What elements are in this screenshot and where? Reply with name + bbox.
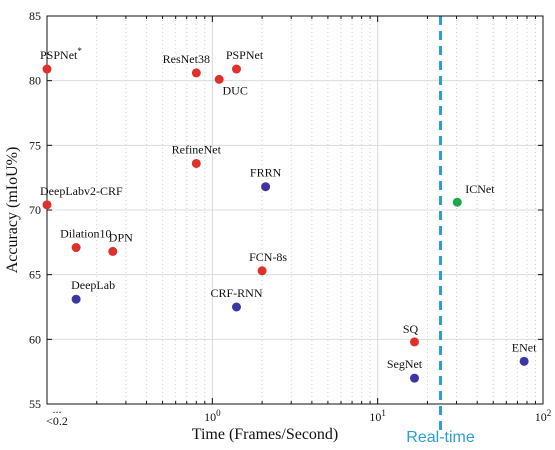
point-label-segnet: SegNet	[387, 357, 423, 371]
point-label-icnet: ICNet	[465, 182, 495, 196]
point-duc	[214, 74, 224, 84]
point-label-sq: SQ	[403, 322, 419, 336]
x-tick-label: 100	[204, 408, 221, 424]
data-points: PSPNet* ResNet38 PSPNet DUC RefineNet FRRN Dee…	[40, 46, 537, 383]
point-label-pspnet: PSPNet	[226, 48, 264, 62]
point-label-pspnet: PSPNet*	[40, 46, 82, 62]
point-crf-rnn	[231, 302, 241, 312]
point-label-deeplab: DeepLab	[71, 278, 115, 292]
point-label-frrn: FRRN	[250, 166, 282, 180]
x-axis-title: Time (Frames/Second)	[192, 426, 339, 443]
x-tick-label-min: <0.2	[46, 414, 68, 428]
point-label-fcn-8s: FCN-8s	[249, 250, 287, 264]
point-deeplab	[71, 294, 81, 304]
x-tick-label: 101	[369, 408, 386, 424]
point-label-enet: ENet	[512, 340, 537, 354]
point-enet	[519, 356, 529, 366]
y-tick-label: 70	[29, 203, 41, 217]
y-axis-title: Accuracy (mIoU%)	[4, 147, 21, 274]
point-frrn	[261, 182, 271, 192]
point-segnet	[409, 373, 419, 383]
point-label-refinenet: RefineNet	[172, 142, 222, 156]
y-tick-label: 80	[29, 74, 41, 88]
point-pspnet	[231, 64, 241, 74]
point-dpn	[108, 246, 118, 256]
point-dilation10	[71, 243, 81, 253]
point-label-resnet38: ResNet38	[163, 52, 210, 66]
point-sq	[409, 337, 419, 347]
point-resnet38	[191, 68, 201, 78]
point-label-crf-rnn: CRF-RNN	[210, 286, 262, 300]
x-tick-dots: ...	[53, 402, 62, 416]
point-icnet	[452, 197, 462, 207]
point-label-dilation10: Dilation10	[60, 227, 111, 241]
point-fcn-8s	[257, 266, 267, 276]
point-label-dpn: DPN	[109, 230, 133, 244]
axes: 55 60 65 70 75 80 85 100 101 102...<0.2	[29, 9, 551, 428]
y-tick-label: 60	[29, 332, 41, 346]
y-tick-label: 75	[29, 138, 41, 152]
y-tick-label: 55	[29, 397, 41, 411]
y-tick-label: 65	[29, 268, 41, 282]
realtime-marker: Real-time	[406, 16, 475, 446]
plot-frame	[46, 15, 544, 405]
point-label-duc: DUC	[223, 83, 248, 97]
point-refinenet	[191, 158, 201, 168]
axis-titles: Time (Frames/Second) Accuracy (mIoU%)	[4, 147, 338, 443]
realtime-label: Real-time	[406, 429, 475, 446]
point-pspnet	[42, 64, 52, 74]
y-tick-label: 85	[29, 9, 41, 23]
x-tick-label: 102	[535, 408, 552, 424]
point-label-deeplabv2-crf: DeepLabv2-CRF	[40, 184, 123, 198]
grid	[47, 16, 543, 404]
point-deeplabv2-crf	[42, 200, 52, 210]
